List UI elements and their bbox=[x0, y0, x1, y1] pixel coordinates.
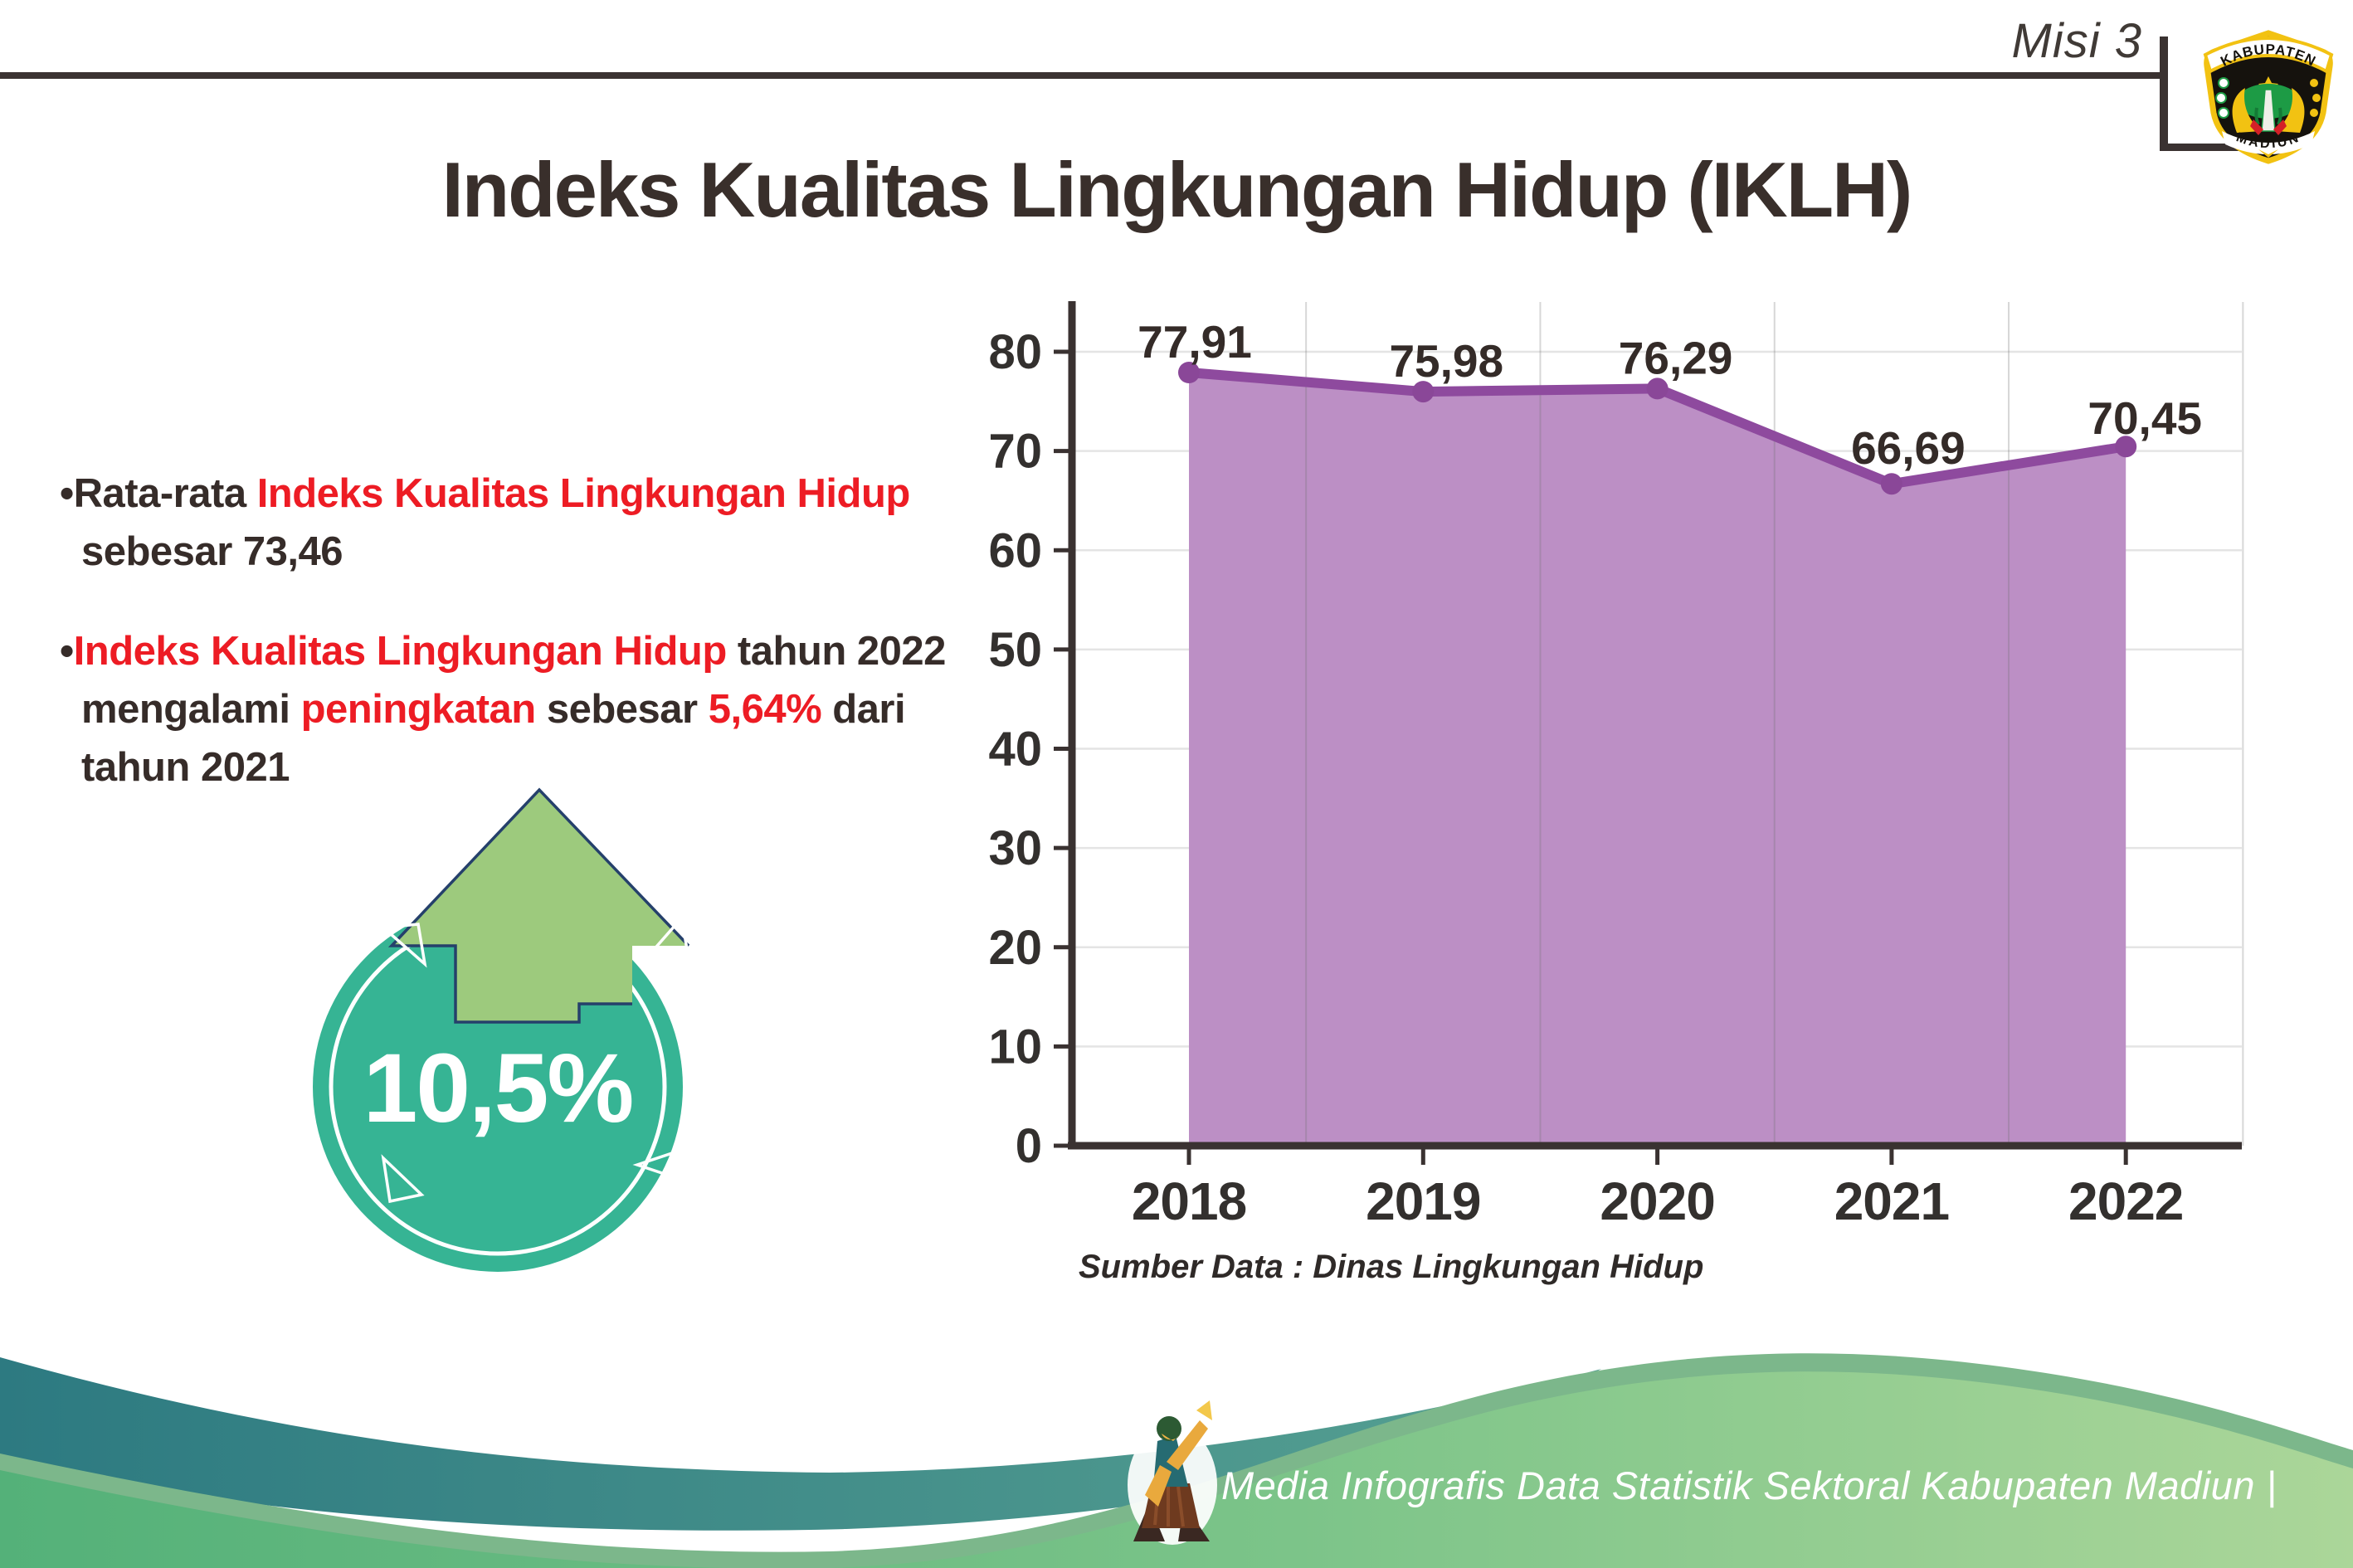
badge-spark-triangles bbox=[379, 914, 691, 1204]
bullet-text-segment: sebesar bbox=[535, 687, 709, 732]
dancer-mascot-icon bbox=[1128, 1400, 1217, 1545]
logo-name-band bbox=[2222, 131, 2315, 154]
x-tick-label: 2022 bbox=[2068, 1171, 2183, 1231]
value-label: 70,45 bbox=[2087, 392, 2202, 444]
area-fill bbox=[1189, 373, 2126, 1147]
header-rule bbox=[0, 72, 2161, 79]
x-tick-label: 2019 bbox=[1366, 1171, 1480, 1231]
left-wing-icon bbox=[2232, 88, 2262, 133]
x-tick-label: 2020 bbox=[1600, 1171, 1714, 1231]
bullet-item: •Indeks Kualitas Lingkungan Hidup tahun … bbox=[60, 622, 1047, 796]
logo-chevron bbox=[2258, 149, 2278, 158]
bullet-item: •Rata-rata Indeks Kualitas Lingkungan Hi… bbox=[60, 465, 1047, 581]
iklh-area-chart: 0 10 20 30 40 50 60 70 80 2018 2019 2020 2021 2022 77,… bbox=[988, 301, 2244, 1285]
bullet-text-segment: • bbox=[60, 471, 74, 516]
cotton-bolls-icon bbox=[2215, 77, 2229, 119]
data-point bbox=[1880, 473, 1902, 495]
y-tick-label: 40 bbox=[988, 723, 1042, 777]
y-tick-label: 0 bbox=[1016, 1119, 1042, 1173]
right-flame-icon bbox=[2273, 119, 2287, 135]
y-tick-label: 20 bbox=[988, 921, 1042, 975]
y-tick-label: 10 bbox=[988, 1020, 1042, 1074]
rice-stalk-icon bbox=[2310, 79, 2321, 117]
value-label: 75,98 bbox=[1389, 335, 1503, 387]
bullet-text-segment: sebesar 73,46 bbox=[81, 529, 343, 574]
footer-green-wave bbox=[0, 1371, 2353, 1568]
kabupaten-madiun-logo: KABUPATEN MADIUN bbox=[2203, 30, 2334, 164]
bullet-text-segment: dari tahun 2021 bbox=[81, 687, 906, 790]
y-tick-label: 70 bbox=[988, 425, 1042, 479]
x-tick-label: 2021 bbox=[1834, 1171, 1949, 1231]
source-note: Sumber Data : Dinas Lingkungan Hidup bbox=[1079, 1249, 1703, 1285]
data-point bbox=[2115, 436, 2137, 458]
up-arrow-icon bbox=[387, 787, 690, 1024]
bullet-text-segment: Indeks Kualitas Lingkungan Hidup bbox=[73, 629, 728, 674]
data-point bbox=[1412, 381, 1435, 403]
bullet-text-segment: tahun 2022 mengalami bbox=[81, 629, 946, 732]
x-tick-label: 2018 bbox=[1132, 1171, 1246, 1231]
bullet-list: •Rata-rata Indeks Kualitas Lingkungan Hi… bbox=[60, 465, 1047, 838]
right-wing-icon bbox=[2275, 88, 2305, 133]
left-flame-icon bbox=[2250, 119, 2263, 135]
increase-badge: 10,5% bbox=[313, 787, 691, 1272]
logo-bracket-horizontal bbox=[2160, 144, 2277, 151]
y-tick-label: 50 bbox=[988, 623, 1042, 677]
misi-label: Misi 3 bbox=[2011, 14, 2142, 68]
logo-ribbon bbox=[2203, 37, 2334, 74]
bullet-text-segment: 5,64% bbox=[708, 687, 822, 732]
data-point bbox=[1646, 377, 1669, 400]
bullet-text-segment: Rata-rata bbox=[73, 471, 257, 516]
logo-bracket-vertical bbox=[2160, 37, 2168, 151]
page-title: Indeks Kualitas Lingkungan Hidup (IKLH) bbox=[441, 145, 1913, 233]
bullet-text-segment: • bbox=[60, 629, 74, 674]
y-tick-label: 60 bbox=[988, 523, 1042, 577]
bullet-text-segment: Indeks Kualitas Lingkungan Hidup bbox=[256, 471, 911, 516]
badge-percent: 10,5% bbox=[363, 1034, 633, 1143]
footer-caption: Media Infografis Data Statistik Sektoral… bbox=[1221, 1463, 2277, 1507]
y-tick-label: 30 bbox=[988, 821, 1042, 875]
data-point bbox=[1178, 362, 1200, 384]
value-label: 66,69 bbox=[1851, 422, 1966, 474]
value-label: 76,29 bbox=[1619, 332, 1733, 383]
bullet-text-segment: peningkatan bbox=[300, 687, 537, 732]
value-label: 77,91 bbox=[1138, 316, 1252, 368]
y-tick-label: 80 bbox=[988, 325, 1042, 379]
